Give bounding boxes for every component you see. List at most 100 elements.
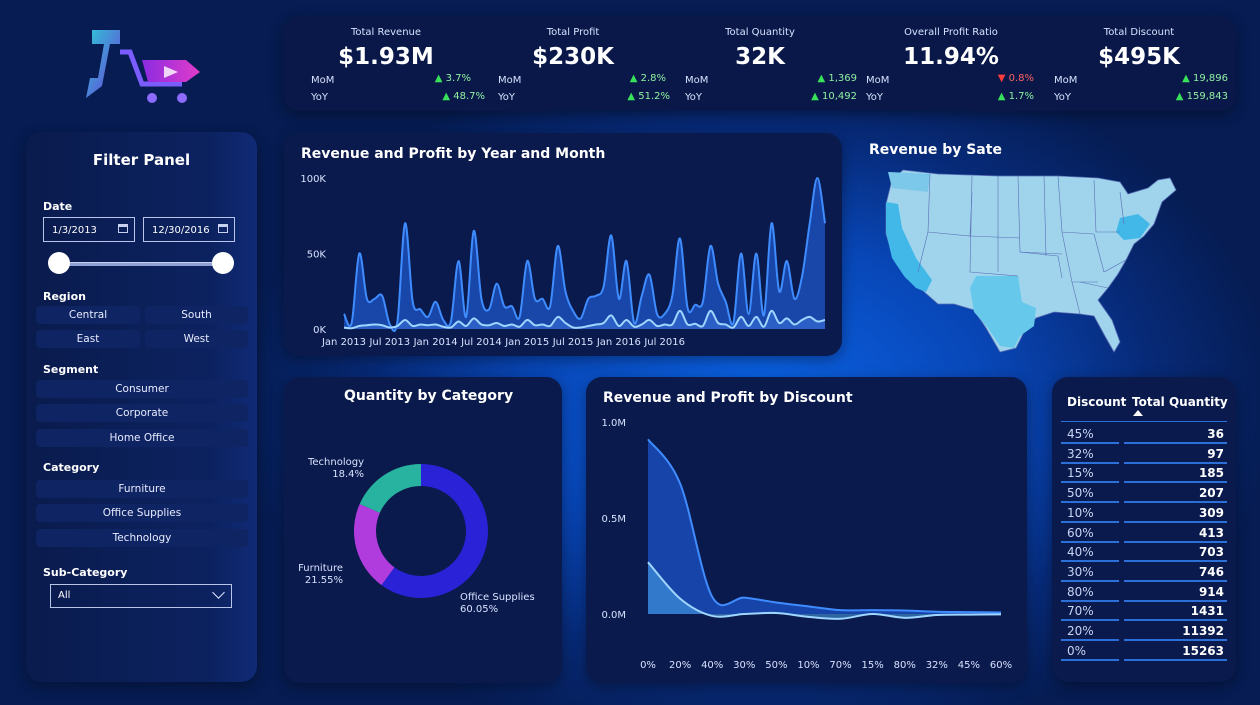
- region-option-south[interactable]: South: [145, 306, 248, 324]
- slice-percent-label: 21.55%: [305, 575, 343, 586]
- discount-cell: 0%: [1067, 643, 1087, 658]
- kpi-total-profit: Total Profit $230K MoM YoY ▲ 2.8% ▲ 51.2…: [498, 16, 678, 111]
- usa-map[interactable]: [858, 132, 1238, 362]
- quantity-cell: 309: [1198, 505, 1224, 520]
- discount-cell: 80%: [1067, 584, 1094, 599]
- quantity-cell: 914: [1198, 584, 1224, 599]
- x-tick-label: 70%: [829, 660, 851, 671]
- col-header-total-quantity[interactable]: Total Quantity: [1132, 395, 1228, 409]
- date-slider-start-handle[interactable]: [48, 252, 70, 274]
- end-date-field[interactable]: 12/30/2016: [143, 217, 235, 242]
- row-divider: [1061, 540, 1119, 543]
- row-divider: [1061, 442, 1119, 444]
- donut-slice: [381, 464, 488, 598]
- chart-title: Revenue and Profit by Discount: [603, 390, 853, 406]
- table-row[interactable]: 0% 15263: [1061, 642, 1227, 661]
- table-row[interactable]: 15% 185: [1061, 464, 1227, 484]
- quantity-cell: 15263: [1182, 643, 1224, 658]
- kpi-title: Total Revenue: [350, 27, 422, 38]
- segment-option-home-office[interactable]: Home Office: [36, 429, 248, 447]
- kpi-mom-delta: ▲ 2.8%: [629, 73, 666, 84]
- discount-quantity-table: Discount Total Quantity 45% 36 32% 97 15% 185…: [1052, 377, 1236, 682]
- category-option-office-supplies[interactable]: Office Supplies: [36, 504, 248, 522]
- row-divider: [1124, 461, 1227, 464]
- x-tick-label: 80%: [894, 660, 916, 671]
- table-row[interactable]: 50% 207: [1061, 484, 1227, 504]
- kpi-total-revenue: Total Revenue $1.93M MoM YoY ▲ 3.7% ▲ 48…: [311, 16, 491, 111]
- x-tick-label: Jul 2015: [552, 337, 594, 348]
- chevron-down-icon[interactable]: [212, 586, 225, 599]
- table-row[interactable]: 60% 413: [1061, 524, 1227, 543]
- region-option-east[interactable]: East: [36, 330, 140, 348]
- subcategory-dropdown[interactable]: All: [50, 584, 232, 608]
- category-option-furniture[interactable]: Furniture: [36, 480, 248, 498]
- table-row[interactable]: 40% 703: [1061, 543, 1227, 563]
- discount-chart[interactable]: 0.0M 0.5M 1.0M 0% 20% 40% 30% 50% 10% 70% 15% 80% 32…: [586, 377, 1027, 683]
- discount-cell: 20%: [1067, 624, 1094, 638]
- region-option-west[interactable]: West: [145, 330, 248, 348]
- slice-category-label: Furniture: [298, 563, 343, 574]
- start-date-field[interactable]: 1/3/2013: [43, 217, 135, 242]
- date-slider-end-handle[interactable]: [212, 252, 234, 274]
- x-tick-label: Jan 2013: [321, 337, 366, 348]
- y-tick-label: 0.5M: [601, 514, 626, 525]
- filter-panel-title: Filter Panel: [92, 151, 191, 169]
- row-divider: [1061, 461, 1119, 464]
- slice-percent-label: 60.05%: [460, 604, 498, 615]
- table-row[interactable]: 45% 36: [1061, 425, 1227, 444]
- row-divider: [1124, 560, 1227, 563]
- row-divider: [1124, 619, 1227, 622]
- kpi-profit-ratio: Overall Profit Ratio 11.94% MoM YoY ▼ 0.…: [866, 16, 1046, 111]
- x-tick-label: Jan 2015: [504, 337, 549, 348]
- category-option-technology[interactable]: Technology: [36, 529, 248, 547]
- table-row[interactable]: 70% 1431: [1061, 602, 1227, 622]
- sort-ascending-icon[interactable]: [1133, 410, 1143, 416]
- segment-option-consumer[interactable]: Consumer: [36, 380, 248, 398]
- table-row[interactable]: 20% 11392: [1061, 622, 1227, 641]
- date-label: Date: [43, 200, 73, 213]
- slice-percent-label: 18.4%: [332, 469, 364, 480]
- kpi-total-discount: Total Discount $495K MoM YoY ▲ 19,896 ▲ …: [1054, 16, 1234, 111]
- x-tick-label: 45%: [958, 660, 980, 671]
- segment-option-corporate[interactable]: Corporate: [36, 404, 248, 422]
- table-row[interactable]: 80% 914: [1061, 583, 1227, 602]
- calendar-icon[interactable]: [218, 224, 228, 233]
- kpi-yoy-delta: ▲ 159,843: [1175, 91, 1228, 102]
- x-tick-label: Jul 2014: [460, 337, 502, 348]
- revenue-area: [648, 439, 1001, 614]
- kpi-value: $1.93M: [338, 44, 434, 70]
- date-slider-track[interactable]: [59, 262, 223, 266]
- col-header-discount[interactable]: Discount: [1067, 395, 1127, 409]
- kpi-yoy-label: YoY: [498, 92, 516, 103]
- chart-title: Quantity by Category: [344, 388, 514, 404]
- arrow-up-icon: ▲: [1175, 91, 1184, 102]
- table-row[interactable]: 32% 97: [1061, 445, 1227, 464]
- table-row[interactable]: 10% 309: [1061, 504, 1227, 523]
- quantity-cell: 1431: [1190, 604, 1224, 619]
- arrow-up-icon: ▲: [811, 91, 819, 102]
- x-tick-label: 15%: [862, 660, 884, 671]
- discount-cell: 50%: [1067, 486, 1094, 501]
- table-row[interactable]: 30% 746: [1061, 563, 1227, 582]
- kpi-value: 11.94%: [903, 44, 999, 70]
- row-divider: [1061, 560, 1119, 563]
- discount-cell: 10%: [1067, 505, 1094, 520]
- arrow-up-icon: ▲: [627, 91, 636, 102]
- quantity-cell: 703: [1198, 545, 1224, 560]
- kpi-mom-delta: ▲ 19,896: [1182, 73, 1228, 84]
- filter-panel: Filter Panel Date 1/3/2013 12/30/2016 Re…: [26, 132, 257, 682]
- row-divider: [1061, 579, 1119, 582]
- kpi-mom-label: MoM: [311, 75, 335, 86]
- quantity-cell: 11392: [1182, 624, 1224, 638]
- kpi-mom-label: MoM: [685, 75, 709, 86]
- arrow-down-icon: ▼: [997, 73, 1006, 84]
- discount-cell: 40%: [1067, 545, 1094, 560]
- row-divider: [1124, 599, 1227, 602]
- kpi-yoy-label: YoY: [311, 92, 329, 103]
- y-tick-label: 100K: [300, 174, 326, 185]
- revenue-profit-timeline-card: Revenue and Profit by Year and Month 0K 5…: [284, 133, 842, 356]
- region-option-central[interactable]: Central: [36, 306, 140, 324]
- calendar-icon[interactable]: [118, 224, 128, 233]
